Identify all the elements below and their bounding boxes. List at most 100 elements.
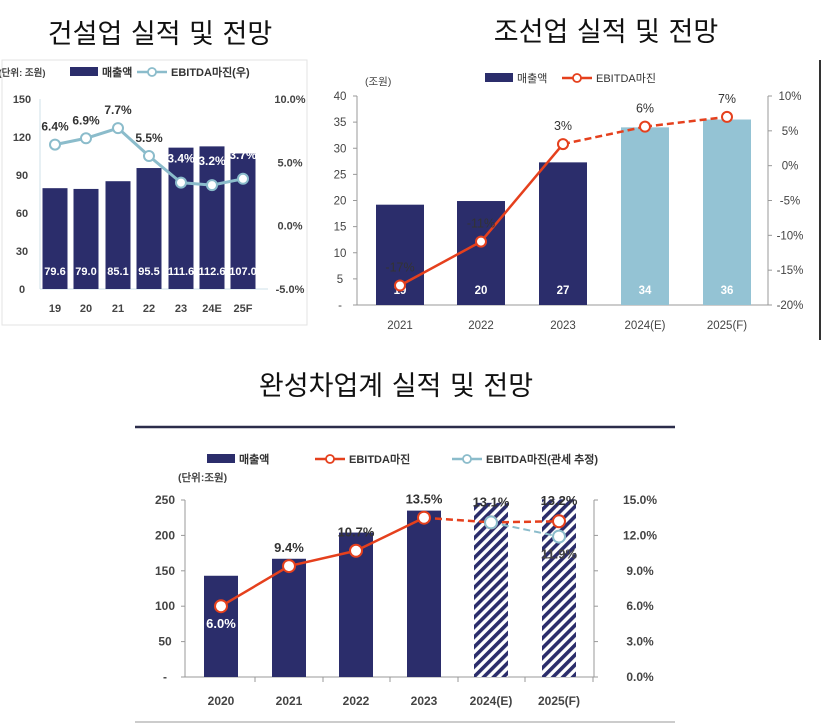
- margin-line-segment: [490, 521, 560, 538]
- margin-point: [237, 172, 249, 185]
- x-tick-label: 2021: [387, 320, 413, 332]
- x-tick-label: 19: [49, 303, 61, 315]
- right-tick-label: 0.0%: [626, 670, 654, 684]
- right-tick-label: 5.0%: [277, 157, 302, 169]
- x-tick-label: 2020: [208, 694, 235, 708]
- margin-point: [349, 543, 363, 558]
- bar-value-label: 95.5: [138, 266, 159, 278]
- bar-value-label: 85.1: [107, 266, 128, 278]
- chart-1: -510152025303540-20%-15%-10%-5%0%5%10%19…: [334, 60, 821, 340]
- unit-label: (단위:조원): [178, 471, 227, 484]
- margin-point: [214, 599, 228, 614]
- margin-label: 10.7%: [338, 525, 375, 540]
- margin-point: [394, 279, 406, 292]
- left-tick-label: -: [338, 300, 342, 312]
- margin-point: [475, 235, 487, 248]
- margin-label: 6%: [636, 102, 654, 116]
- legend-marker: [572, 73, 582, 83]
- x-tick-label: 24E: [202, 303, 222, 315]
- left-tick-label: 90: [16, 170, 28, 182]
- right-tick-label: 9.0%: [626, 564, 654, 578]
- left-tick-label: 50: [158, 635, 172, 649]
- x-tick-label: 2023: [411, 694, 438, 708]
- legend-label: 매출액: [102, 65, 132, 79]
- margin-line-segment: [562, 125, 646, 146]
- bar-value-label: 111.6: [168, 266, 194, 278]
- bar-19: [42, 188, 68, 289]
- margin-point: [721, 110, 733, 123]
- chart-2: - 50 100 150 200 250 0.0% 3.0% 6.0% 9.0% 12.0% 15.0…: [135, 425, 675, 723]
- left-tick-label: 5: [337, 274, 343, 286]
- margin-line-segment: [148, 154, 182, 184]
- legend-label: EBITDA마진(우): [171, 65, 250, 79]
- margin-point: [80, 132, 92, 145]
- margin-label: 13.5%: [406, 492, 443, 507]
- chart-0: 0 30 60 90 120 150 -5.0% 0.0% 5.0% 10.0% 79.6 79.0 8…: [0, 59, 308, 326]
- margin-label: 6.9%: [72, 113, 100, 127]
- left-tick-label: 25: [334, 169, 347, 181]
- margin-line-segment: [288, 549, 357, 568]
- bar-21: [105, 181, 131, 289]
- margin-line-segment: [355, 516, 425, 552]
- right-tick-label: -10%: [777, 230, 804, 242]
- margin-point: [112, 122, 124, 135]
- margin-point: [417, 510, 431, 525]
- bar-value-label: 34: [639, 285, 652, 297]
- bar-2022: [457, 201, 505, 305]
- x-tick-label: 2023: [550, 320, 576, 332]
- margin-line-segment: [220, 565, 290, 608]
- legend-bar-swatch: [207, 454, 235, 463]
- margin-label: 9.4%: [274, 540, 304, 555]
- x-tick-label: 21: [112, 303, 124, 315]
- right-tick-label: 0%: [782, 161, 799, 173]
- margin-label: 3.4%: [167, 152, 195, 166]
- margin-line-segment: [644, 115, 728, 128]
- right-tick-label: 10.0%: [274, 94, 305, 106]
- margin-point: [484, 515, 498, 530]
- bar-2023: [407, 510, 441, 677]
- right-tick-label: -20%: [777, 300, 804, 312]
- x-tick-label: 20: [80, 303, 92, 315]
- construction-chart-title: 건설업 실적 및 전망: [47, 19, 273, 50]
- left-tick-label: 250: [155, 493, 175, 507]
- unit-label: (조원): [365, 76, 391, 88]
- margin-point: [49, 138, 61, 151]
- margin-point: [552, 529, 566, 544]
- left-tick-label: 150: [13, 94, 31, 106]
- margin-point: [282, 559, 296, 574]
- margin-label: 3.7%: [229, 148, 257, 162]
- x-tick-label: 2022: [468, 320, 494, 332]
- x-tick-label: 2025(F): [538, 694, 580, 708]
- left-tick-label: 15: [334, 222, 347, 234]
- right-tick-label: -15%: [777, 265, 804, 277]
- right-tick-label: 15.0%: [623, 493, 657, 507]
- margin-point: [557, 138, 569, 151]
- margin-line-segment: [490, 519, 560, 524]
- margin-point: [175, 176, 187, 189]
- margin-line-segment: [480, 143, 564, 243]
- left-tick-label: 30: [16, 246, 28, 258]
- bar-22: [136, 168, 162, 289]
- margin-label: 7.7%: [104, 103, 132, 117]
- bar-value-label: 112.6: [199, 266, 226, 278]
- right-tick-label: -5%: [780, 196, 800, 208]
- x-tick-label: 22: [143, 303, 155, 315]
- margin-label: 6.4%: [41, 120, 69, 134]
- margin-line-segment: [116, 127, 151, 158]
- bar-2024(E): [474, 502, 508, 677]
- right-tick-label: 3.0%: [626, 635, 654, 649]
- margin-label: 3%: [554, 119, 572, 133]
- left-tick-label: 20: [334, 196, 347, 208]
- right-tick-label: 10%: [778, 91, 801, 103]
- x-tick-label: 25F: [234, 303, 253, 315]
- left-tick-label: 30: [334, 143, 347, 155]
- bar-value-label: 36: [721, 285, 734, 297]
- margin-label: 7%: [718, 92, 736, 106]
- bar-2025(F): [542, 499, 576, 677]
- unit-label: (단위: 조원): [0, 67, 46, 79]
- bar-20: [73, 188, 99, 289]
- right-tick-label: 6.0%: [626, 599, 654, 613]
- bar-2021: [272, 558, 306, 677]
- legend-bar-swatch: [485, 73, 513, 82]
